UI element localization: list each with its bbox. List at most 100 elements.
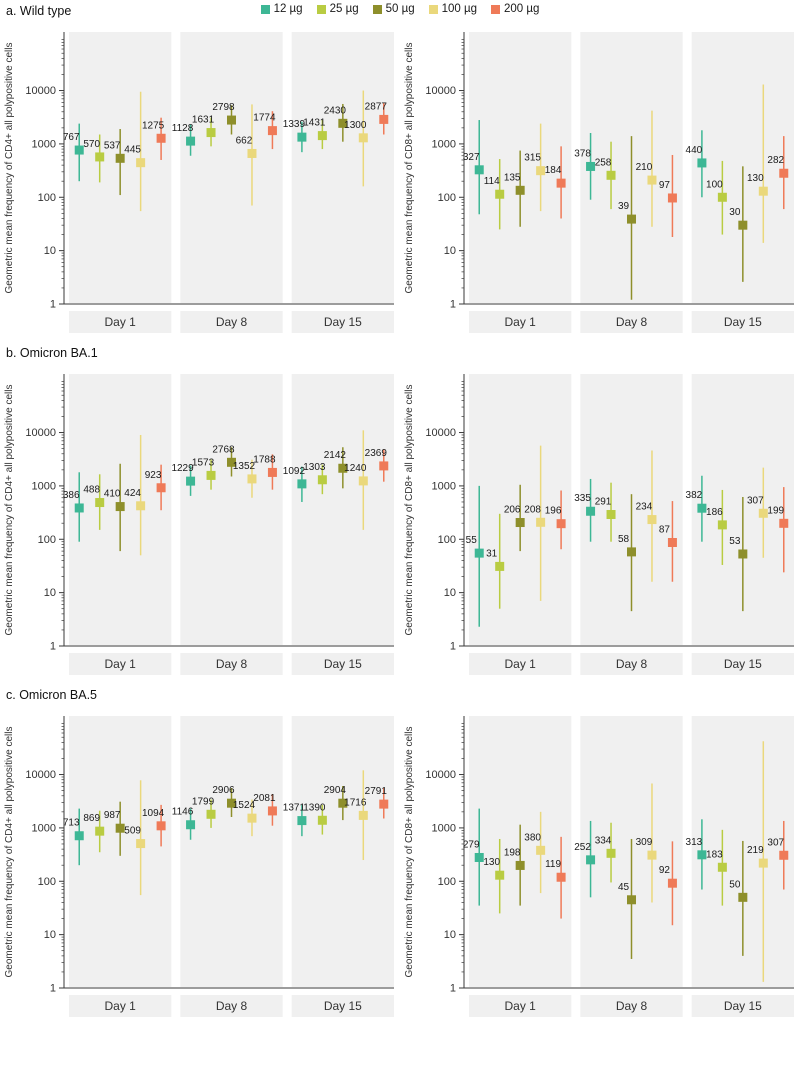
marker xyxy=(247,474,257,484)
value-label: 1094 xyxy=(142,808,165,819)
y-tick-label: 1 xyxy=(50,983,56,995)
value-label: 279 xyxy=(463,839,480,850)
y-tick-label: 100 xyxy=(438,534,456,546)
marker xyxy=(95,152,105,162)
dose-legend: 12 µg 25 µg 50 µg 100 µg 200 µg xyxy=(0,3,800,15)
marker xyxy=(779,518,789,528)
value-label: 219 xyxy=(747,845,764,856)
marker xyxy=(358,133,368,143)
marker xyxy=(206,809,216,819)
chart-svg: Day 1 Day 8 Day 15 1 10 100 1000 10000 Geometric… xyxy=(404,32,794,333)
value-label: 100 xyxy=(706,179,723,190)
legend-item-100µg: 100 µg xyxy=(428,3,477,15)
marker xyxy=(317,815,327,825)
legend-label: 25 µg xyxy=(329,3,359,15)
value-label: 1229 xyxy=(171,463,194,474)
marker xyxy=(379,799,389,809)
value-label: 31 xyxy=(486,548,498,559)
value-label: 987 xyxy=(104,810,121,821)
section-omicron-ba1: b. Omicron BA.1 Day 1 Day 8 Day 15 1 10 100 10… xyxy=(0,342,800,684)
legend-label: 50 µg xyxy=(385,3,415,15)
value-label: 114 xyxy=(484,176,500,187)
marker xyxy=(267,126,277,136)
day-label: Day 15 xyxy=(324,315,362,329)
marker xyxy=(74,145,84,155)
day-label: Day 8 xyxy=(616,999,648,1013)
value-label: 2877 xyxy=(365,101,388,112)
value-label: 55 xyxy=(466,535,478,546)
y-axis-title: Geometric mean frequency of CD8+ all pol… xyxy=(404,385,415,636)
day-band xyxy=(291,311,394,333)
marker xyxy=(297,816,307,826)
marker xyxy=(206,128,216,138)
day-label: Day 1 xyxy=(504,999,536,1013)
value-label: 1300 xyxy=(344,120,367,131)
value-label: 2791 xyxy=(365,786,388,797)
y-tick-label: 100 xyxy=(438,876,456,888)
marker xyxy=(358,810,368,820)
value-label: 2906 xyxy=(212,785,235,796)
marker xyxy=(495,189,505,199)
chart-ba5-cd8: Day 1 Day 8 Day 15 1 10 100 1000 10000 Geometric… xyxy=(400,708,800,1026)
marker xyxy=(95,826,105,836)
value-label: 234 xyxy=(636,502,653,513)
y-tick-label: 10 xyxy=(444,245,456,257)
chart-svg: Day 1 Day 8 Day 15 1 10 100 1000 10000 Geometric… xyxy=(4,32,394,333)
y-tick-label: 100 xyxy=(38,876,56,888)
marker xyxy=(586,506,596,516)
marker xyxy=(697,158,707,168)
value-label: 282 xyxy=(767,155,784,166)
y-tick-label: 10000 xyxy=(25,427,56,439)
value-label: 378 xyxy=(574,148,591,159)
value-label: 869 xyxy=(83,813,100,824)
marker xyxy=(115,153,125,163)
marker xyxy=(495,870,505,880)
marker xyxy=(606,510,616,520)
y-tick-label: 1 xyxy=(450,983,456,995)
day-label: Day 1 xyxy=(504,315,536,329)
day-band xyxy=(580,995,683,1017)
marker xyxy=(556,519,566,529)
value-label: 662 xyxy=(236,135,253,146)
day-label: Day 8 xyxy=(216,999,248,1013)
marker xyxy=(779,850,789,860)
value-label: 58 xyxy=(618,534,630,545)
value-label: 335 xyxy=(574,493,591,504)
y-axis-title: Geometric mean frequency of CD4+ all pol… xyxy=(4,385,15,636)
value-label: 1631 xyxy=(192,115,215,126)
value-label: 1390 xyxy=(303,802,326,813)
marker xyxy=(586,161,596,171)
value-label: 509 xyxy=(124,826,141,837)
value-label: 1716 xyxy=(344,797,367,808)
section-title: b. Omicron BA.1 xyxy=(6,346,98,360)
legend-item-50µg: 50 µg xyxy=(372,3,415,15)
y-tick-label: 1000 xyxy=(432,480,456,492)
value-label: 130 xyxy=(483,857,500,868)
value-label: 440 xyxy=(686,145,703,156)
y-axis-title: Geometric mean frequency of CD4+ all pol… xyxy=(4,43,15,294)
day-panel xyxy=(180,716,283,987)
marker xyxy=(586,855,596,865)
value-label: 1371 xyxy=(283,803,306,814)
value-label: 1573 xyxy=(192,457,215,468)
y-tick-label: 1 xyxy=(50,299,56,311)
y-tick-label: 1 xyxy=(450,299,456,311)
day-band xyxy=(469,995,572,1017)
value-label: 1431 xyxy=(303,118,326,129)
marker xyxy=(136,501,146,511)
marker xyxy=(338,798,348,808)
value-label: 1146 xyxy=(172,807,194,818)
value-label: 39 xyxy=(618,201,630,212)
marker xyxy=(186,136,196,146)
day-panel xyxy=(291,374,394,645)
y-tick-label: 10 xyxy=(44,587,56,599)
marker xyxy=(536,517,546,527)
value-label: 315 xyxy=(524,153,541,164)
value-label: 380 xyxy=(524,832,541,843)
marker xyxy=(717,192,727,202)
value-label: 97 xyxy=(659,180,671,191)
value-label: 1303 xyxy=(303,462,326,473)
marker xyxy=(606,170,616,180)
value-label: 382 xyxy=(686,490,703,501)
